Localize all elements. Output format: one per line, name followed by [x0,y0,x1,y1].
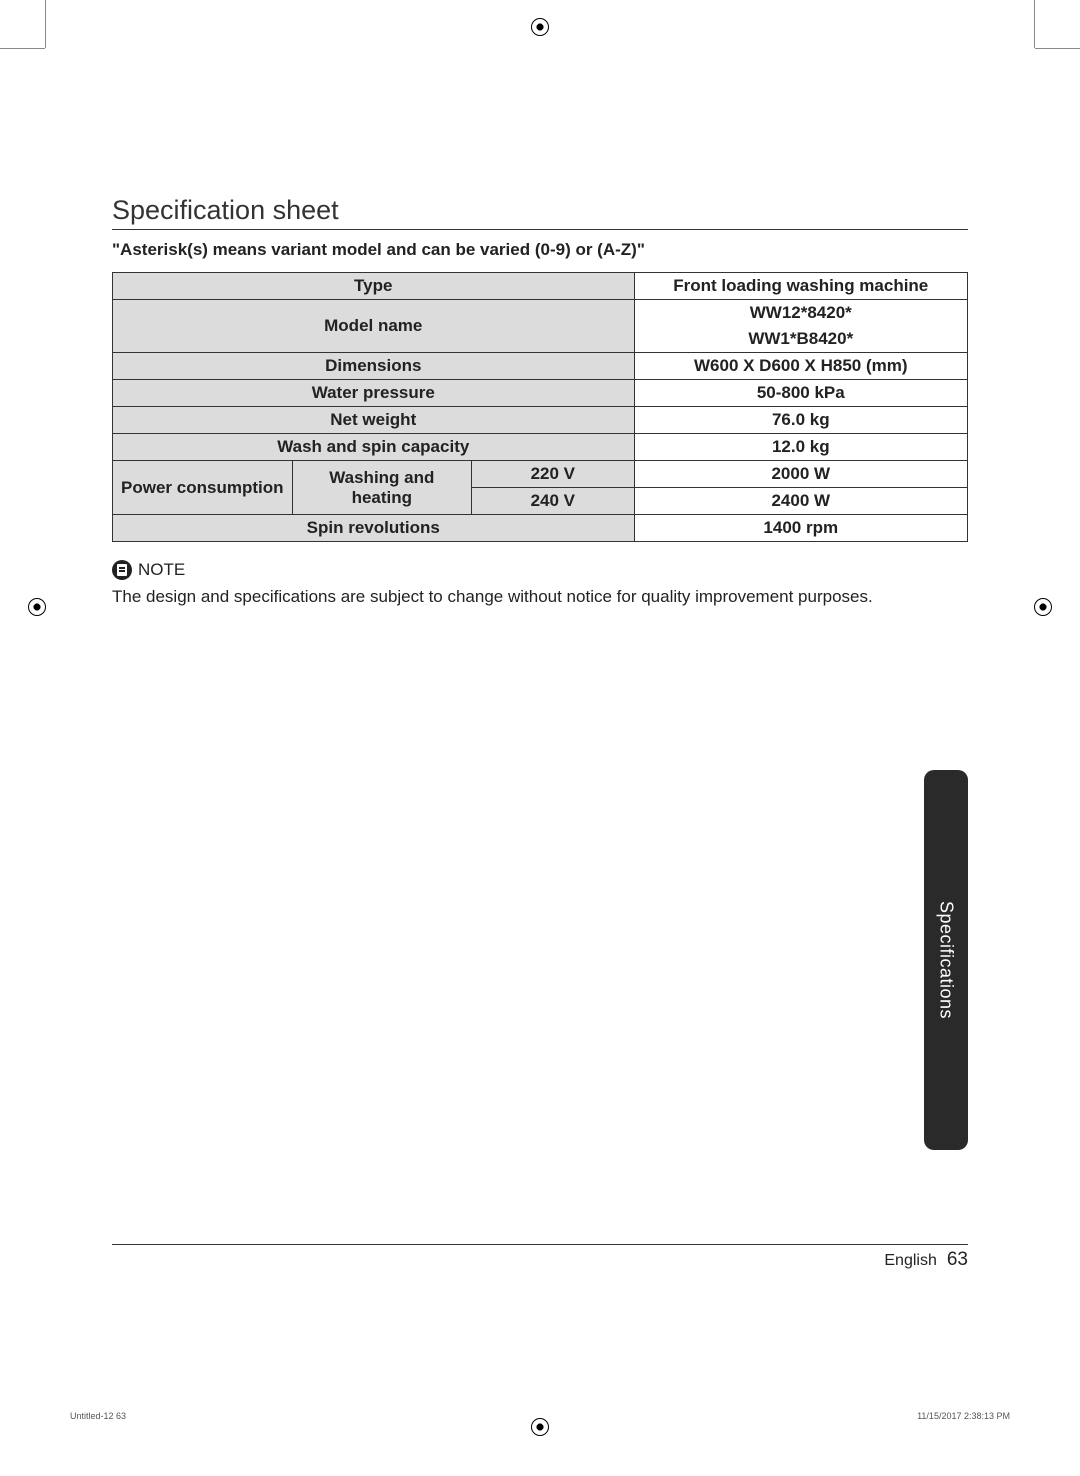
crop-mark [45,0,46,48]
capacity-value: 12.0 kg [634,434,967,461]
document-stamp: Untitled-12 63 11/15/2017 2:38:13 PM [70,1411,1010,1421]
registration-mark-icon [531,18,549,36]
note-text: The design and specifications are subjec… [112,586,968,609]
table-row: Spin revolutions 1400 rpm [113,515,968,542]
specification-table: Type Front loading washing machine Model… [112,272,968,542]
dimensions-value: W600 X D600 X H850 (mm) [634,353,967,380]
dimensions-label: Dimensions [113,353,635,380]
note-icon [112,560,132,580]
type-label: Type [113,273,635,300]
page-title: Specification sheet [112,195,968,230]
spin-label: Spin revolutions [113,515,635,542]
section-tab: Specifications [924,770,968,1150]
table-row: Water pressure 50-800 kPa [113,380,968,407]
stamp-timestamp: 11/15/2017 2:38:13 PM [917,1411,1010,1421]
crop-mark [1034,0,1035,48]
volt-240-label: 240 V [472,488,634,515]
weight-value: 76.0 kg [634,407,967,434]
footer-language: English [884,1252,936,1270]
table-row: Type Front loading washing machine [113,273,968,300]
weight-label: Net weight [113,407,635,434]
page-footer: English 63 [112,1244,968,1271]
capacity-label: Wash and spin capacity [113,434,635,461]
asterisk-note: "Asterisk(s) means variant model and can… [112,240,968,260]
stamp-filename: Untitled-12 63 [70,1411,126,1421]
water-label: Water pressure [113,380,635,407]
table-row: Power consumption Washing and heating 22… [113,461,968,488]
power-label: Power consumption [113,461,293,515]
crop-mark [1035,48,1080,49]
watt-220-value: 2000 W [634,461,967,488]
page-content: Specification sheet "Asterisk(s) means v… [112,195,968,609]
washing-label: Washing and heating [292,461,472,515]
table-row: Dimensions W600 X D600 X H850 (mm) [113,353,968,380]
model-value-1: WW12*8420* [634,300,967,327]
volt-220-label: 220 V [472,461,634,488]
crop-mark [0,48,45,49]
model-label: Model name [113,300,635,353]
note-header: NOTE [112,560,968,580]
section-tab-label: Specifications [936,901,957,1019]
spin-value: 1400 rpm [634,515,967,542]
table-row: Model name WW12*8420* [113,300,968,327]
model-value-2: WW1*B8420* [634,326,967,353]
registration-mark-icon [1034,598,1052,616]
footer-page-number: 63 [947,1249,968,1271]
note-block: NOTE The design and specifications are s… [112,560,968,609]
type-value: Front loading washing machine [634,273,967,300]
watt-240-value: 2400 W [634,488,967,515]
water-value: 50-800 kPa [634,380,967,407]
table-row: Wash and spin capacity 12.0 kg [113,434,968,461]
registration-mark-icon [28,598,46,616]
note-label: NOTE [138,560,185,580]
table-row: Net weight 76.0 kg [113,407,968,434]
